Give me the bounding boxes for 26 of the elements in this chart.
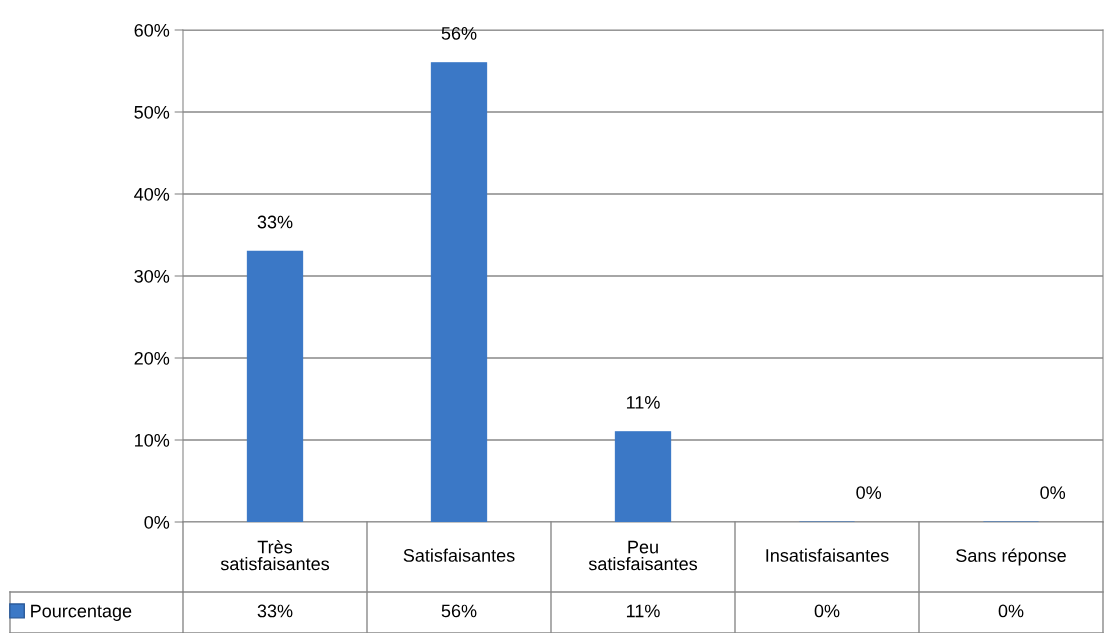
y-tick-label: 40%: [134, 187, 170, 201]
bar: [614, 431, 672, 522]
text: 0%: [1040, 486, 1066, 499]
x-tick-label: Insatisfaisantes: [766, 548, 889, 562]
text: 11%: [626, 396, 660, 409]
y-tick-label: 0%: [144, 515, 170, 529]
text: 56%: [441, 27, 477, 40]
data-label: 56%: [441, 604, 477, 618]
data-label: 0%: [998, 604, 1024, 618]
y-tick-label: 60%: [134, 23, 170, 37]
y-tick-label: 50%: [134, 105, 170, 119]
x-tick-label: Sans réponse: [956, 548, 1066, 566]
y-tick-label: 30%: [134, 269, 170, 283]
y-tick-label: 20%: [134, 351, 170, 365]
x-tick-label: Peu satisfaisantes: [588, 540, 698, 571]
data-label: 11%: [626, 604, 660, 618]
bar: [246, 250, 304, 522]
legend-label: Pourcentage: [31, 604, 132, 621]
data-label: 33%: [257, 604, 293, 618]
y-tick-label: 10%: [135, 433, 170, 447]
x-tick-label: Très satisfaisantes: [220, 539, 330, 571]
bar: [430, 62, 488, 522]
data-label: 0%: [814, 604, 840, 618]
x-tick-label: Satisfaisantes: [403, 548, 515, 562]
text: 0%: [856, 486, 882, 499]
text: 33%: [257, 215, 293, 229]
